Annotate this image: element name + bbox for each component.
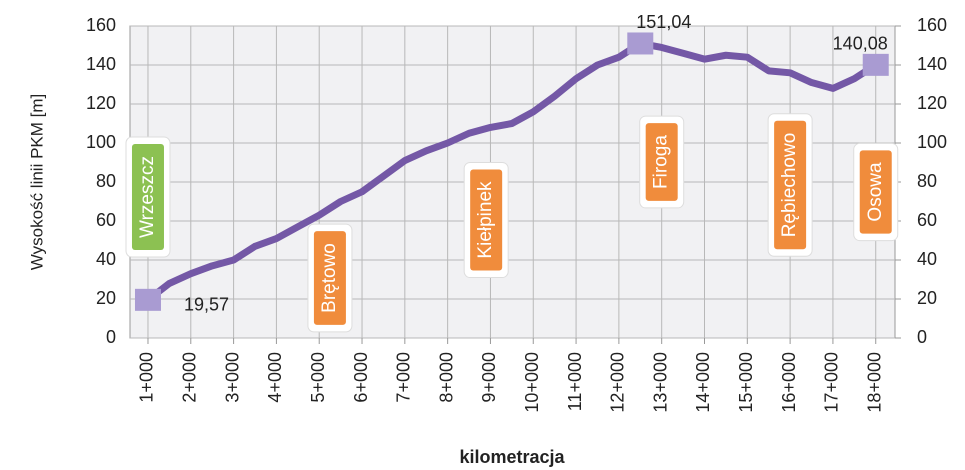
x-axis-label: kilometracja — [459, 447, 565, 467]
x-tick-label: 15+000 — [736, 352, 756, 413]
marker — [627, 32, 654, 55]
y2-tick-label: 100 — [917, 132, 947, 152]
x-tick-label: 9+000 — [479, 352, 499, 403]
y-tick-label: 160 — [86, 15, 116, 35]
data-label: 19,57 — [184, 295, 229, 315]
station-label: Firoga — [639, 115, 685, 209]
y-tick-label: 40 — [96, 249, 116, 269]
x-tick-label: 18+000 — [864, 352, 884, 413]
x-tick-label: 8+000 — [436, 352, 456, 403]
station-name: Brętowo — [319, 243, 340, 313]
station-fill — [313, 231, 346, 325]
x-tick-label: 10+000 — [522, 352, 542, 413]
station-name: Kiełpinek — [475, 181, 496, 259]
y-tick-label: 0 — [106, 327, 116, 347]
station-name: Firoga — [651, 135, 672, 189]
x-tick-label: 12+000 — [608, 352, 628, 413]
x-tick-label: 14+000 — [693, 352, 713, 413]
x-tick-label: 7+000 — [394, 352, 414, 403]
marker — [862, 53, 889, 76]
x-tick-label: 13+000 — [650, 352, 670, 413]
station-name: Rębiechowo — [779, 133, 800, 238]
x-tick-label: 6+000 — [351, 352, 371, 403]
y-tick-label: 140 — [86, 54, 116, 74]
y-tick-label: 120 — [86, 93, 116, 113]
station-fill — [470, 169, 503, 271]
y-tick-label: 100 — [86, 132, 116, 152]
y-tick-label: 20 — [96, 288, 116, 308]
x-tick-label: 1+000 — [137, 352, 157, 403]
x-tick-label: 5+000 — [308, 352, 328, 403]
station-name: Wrzeszcz — [137, 156, 158, 238]
station-name: Osowa — [865, 162, 886, 222]
station-fill — [131, 144, 164, 250]
station-fill — [859, 150, 892, 234]
station-fill — [774, 120, 807, 250]
line — [144, 39, 880, 304]
station-label: Brętowo — [307, 223, 353, 333]
y2-tick-label: 0 — [917, 327, 927, 347]
x-tick-label: 3+000 — [222, 352, 242, 403]
data-label: 151,04 — [636, 12, 691, 32]
station-label: Rębiechowo — [767, 113, 813, 257]
station-label: Wrzeszcz — [125, 136, 171, 258]
y2-tick-label: 60 — [917, 210, 937, 230]
y2-tick-label: 40 — [917, 249, 937, 269]
station-fill — [645, 123, 678, 201]
x-tick-label: 4+000 — [265, 352, 285, 403]
y-tick-label: 60 — [96, 210, 116, 230]
station-label: Osowa — [853, 142, 899, 242]
data-label: 140,08 — [833, 34, 888, 54]
y-tick-label: 80 — [96, 171, 116, 191]
y2-tick-label: 20 — [917, 288, 937, 308]
y2-tick-label: 120 — [917, 93, 947, 113]
y2-tick-label: 160 — [917, 15, 947, 35]
x-tick-label: 17+000 — [822, 352, 842, 413]
y2-tick-label: 140 — [917, 54, 947, 74]
y-axis-label: Wysokość linii PKM [m] — [27, 94, 46, 270]
station-label: Kiełpinek — [463, 161, 509, 279]
x-tick-label: 11+000 — [565, 352, 585, 411]
y2-tick-label: 80 — [917, 171, 937, 191]
x-tick-label: 2+000 — [180, 352, 200, 403]
marker — [134, 288, 161, 311]
x-tick-label: 16+000 — [779, 352, 799, 413]
